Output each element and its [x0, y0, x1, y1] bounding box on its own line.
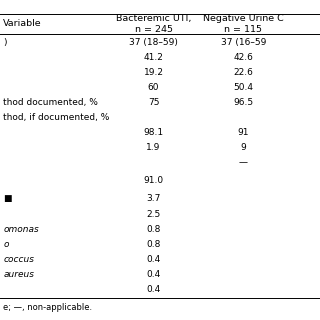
- Text: 41.2: 41.2: [144, 53, 164, 62]
- Text: Bacteremic UTI,: Bacteremic UTI,: [116, 14, 191, 23]
- Text: Variable: Variable: [3, 20, 42, 28]
- Text: 96.5: 96.5: [233, 98, 253, 107]
- Text: 91: 91: [237, 128, 249, 137]
- Text: thod documented, %: thod documented, %: [3, 98, 98, 107]
- Text: 75: 75: [148, 98, 159, 107]
- Text: 91.0: 91.0: [144, 176, 164, 186]
- Text: 22.6: 22.6: [233, 68, 253, 77]
- Text: coccus: coccus: [3, 255, 34, 264]
- Text: 0.8: 0.8: [147, 240, 161, 249]
- Text: Negative Urine C: Negative Urine C: [203, 14, 284, 23]
- Text: 42.6: 42.6: [233, 53, 253, 62]
- Text: ): ): [3, 38, 7, 47]
- Text: n = 115: n = 115: [224, 25, 262, 34]
- Text: e; —, non-applicable.: e; —, non-applicable.: [3, 303, 92, 312]
- Text: 0.4: 0.4: [147, 270, 161, 279]
- Text: 0.4: 0.4: [147, 255, 161, 264]
- Text: 9: 9: [240, 143, 246, 152]
- Text: —: —: [239, 158, 248, 167]
- Text: 0.4: 0.4: [147, 284, 161, 294]
- Text: 60: 60: [148, 83, 159, 92]
- Text: n = 245: n = 245: [135, 25, 172, 34]
- Text: omonas: omonas: [3, 225, 39, 234]
- Text: aureus: aureus: [3, 270, 34, 279]
- Text: 1.9: 1.9: [147, 143, 161, 152]
- Text: 98.1: 98.1: [144, 128, 164, 137]
- Text: ■: ■: [3, 195, 12, 204]
- Text: 3.7: 3.7: [147, 195, 161, 204]
- Text: thod, if documented, %: thod, if documented, %: [3, 113, 109, 122]
- Text: 50.4: 50.4: [233, 83, 253, 92]
- Text: o: o: [3, 240, 9, 249]
- Text: 2.5: 2.5: [147, 210, 161, 219]
- Text: 37 (18–59): 37 (18–59): [129, 38, 178, 47]
- Text: 37 (16–59: 37 (16–59: [220, 38, 266, 47]
- Text: 0.8: 0.8: [147, 225, 161, 234]
- Text: 19.2: 19.2: [144, 68, 164, 77]
